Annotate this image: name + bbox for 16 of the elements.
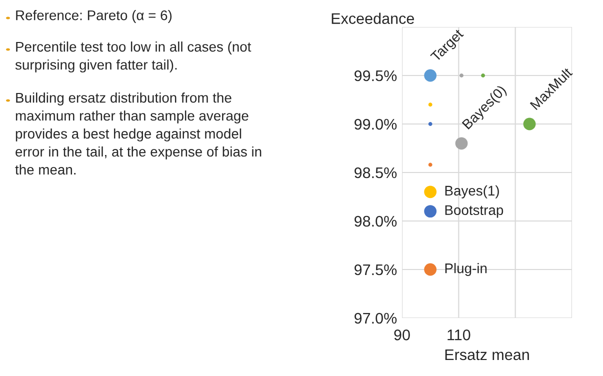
y-axis-title: Exceedance	[332, 12, 414, 24]
x-tick-label: 90	[394, 330, 410, 340]
series-label: Bootstrap	[445, 205, 504, 218]
text: Percentile test too low in all cases (not surprising given fatter tail).	[15, 42, 252, 72]
x-tick-label: 110	[448, 330, 470, 340]
x-axis-title: Ersatz mean	[445, 349, 529, 360]
y-tick-label: 98.0%	[354, 216, 397, 227]
y-tick-label: 99.0%	[354, 118, 397, 130]
y-tick-label: 99.5%	[354, 70, 397, 82]
text: Reference: Pareto (α = 6)	[16, 10, 172, 23]
series-label: Plug-in	[445, 263, 487, 276]
y-tick-label: 97.5%	[354, 264, 397, 276]
text: Building ersatz distribution from the maximum rather than sample average provides a best hedge against model error in the tail, at the expense of bias in the mean.	[15, 92, 262, 175]
series-label: Bayes(1)	[445, 185, 499, 198]
y-tick-label: 98.5%	[354, 167, 397, 178]
y-tick-label: 97.0%	[354, 312, 397, 324]
